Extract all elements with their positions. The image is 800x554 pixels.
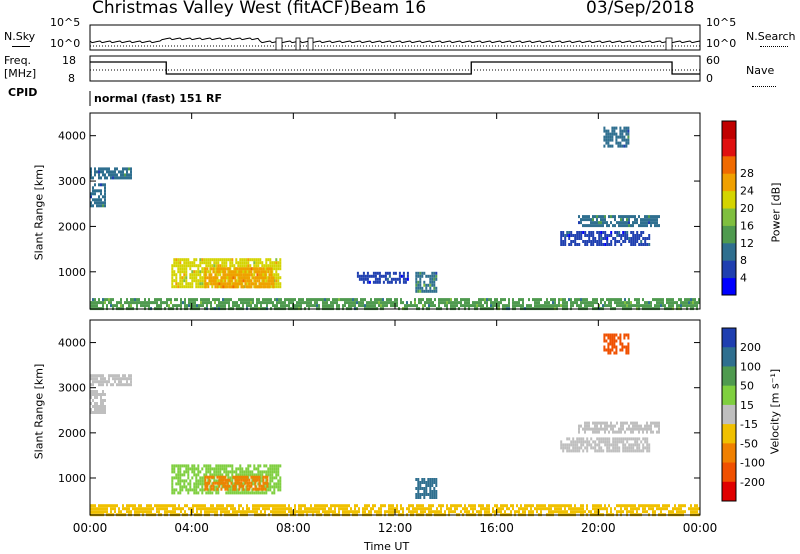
- velocity-colorbar-tick: -200: [740, 476, 765, 489]
- nsky-label: N.Sky: [4, 30, 36, 43]
- cpid-label: CPID: [8, 86, 38, 99]
- velocity-colorbar-cell: [722, 462, 736, 483]
- velocity-echo-region: [560, 437, 651, 453]
- power-colorbar-tick: 20: [740, 202, 754, 215]
- velocity-echo-region: [578, 421, 660, 434]
- power-ytick-label: 4000: [58, 130, 86, 143]
- power-echo-region: [90, 183, 106, 208]
- velocity-echo-region: [603, 333, 630, 355]
- nsky-tick-bottom: 10^0: [50, 37, 81, 50]
- power-colorbar-cell: [722, 225, 736, 244]
- nsky-gap-3: [665, 37, 673, 51]
- power-colorbar-tick: 8: [740, 254, 747, 267]
- power-colorbar-cell: [722, 138, 736, 157]
- time-axis-label: Time UT: [364, 540, 410, 553]
- power-colorbar-tick: 16: [740, 219, 754, 232]
- velocity-plot-bg: [90, 320, 700, 515]
- nave-tick-bottom: 0: [706, 72, 713, 85]
- velocity-colorbar-cell: [722, 366, 736, 387]
- velocity-colorbar-cell: [722, 443, 736, 464]
- power-ytick-label: 2000: [58, 220, 86, 233]
- cpid-mode: normal (fast) 151 RF: [94, 92, 222, 105]
- nsearch-tick-top: 10^5: [706, 16, 737, 29]
- velocity-colorbar-frame: [721, 327, 737, 502]
- nsky-gap-2: [307, 37, 314, 51]
- velocity-colorbar-cell: [722, 404, 736, 425]
- velocity-echo-region: [90, 374, 132, 387]
- velocity-echo-region: [90, 390, 106, 414]
- power-colorbar-tick: 28: [740, 167, 754, 180]
- power-colorbar-tick: 4: [740, 272, 747, 285]
- power-colorbar-tick: 24: [740, 185, 754, 198]
- time-tick-label: 16:00: [479, 521, 514, 535]
- velocity-colorbar-cell: [722, 347, 736, 367]
- nsearch-dotted-legend: [760, 46, 788, 47]
- velocity-colorbar-cell: [722, 328, 736, 348]
- velocity-echo-region: [415, 478, 438, 499]
- nsearch-tick-bottom: 10^0: [706, 37, 737, 50]
- time-tick-label: 04:00: [174, 521, 209, 535]
- nave-label: Nave: [746, 64, 775, 77]
- power-echo-region: [171, 258, 282, 289]
- time-tick-label: 00:00: [73, 521, 108, 535]
- power-colorbar-cell: [722, 155, 736, 174]
- power-colorbar-cell: [722, 242, 736, 261]
- power-colorbar-tick: 12: [740, 237, 754, 250]
- freq-unit: [MHz]: [4, 67, 37, 80]
- velocity-colorbar-tick: -15: [740, 418, 758, 431]
- nsky-solid-legend: [12, 46, 30, 47]
- freq-tick-bottom: 8: [68, 72, 75, 85]
- velocity-colorbar-tick: 15: [740, 399, 754, 412]
- time-tick-label: 00:00: [683, 521, 718, 535]
- nave-tick-top: 60: [706, 54, 720, 67]
- freq-tick-top: 18: [62, 54, 76, 67]
- power-ytick-label: 1000: [58, 266, 86, 279]
- nsky-tick-top: 10^5: [50, 16, 81, 29]
- nave-dotted-legend: [752, 86, 776, 87]
- power-colorbar-cell: [722, 208, 736, 226]
- power-echo-region: [603, 126, 630, 148]
- velocity-colorbar-cell: [722, 481, 736, 502]
- freq-label: Freq.: [4, 54, 32, 67]
- power-echo-region: [204, 267, 275, 289]
- power-ytick-label: 3000: [58, 175, 86, 188]
- velocity-ytick-label: 4000: [58, 337, 86, 350]
- nsearch-label: N.Search: [746, 30, 796, 43]
- velocity-ytick-label: 2000: [58, 427, 86, 440]
- freq-panel-frame: [89, 55, 701, 82]
- power-colorbar-cell: [722, 121, 736, 139]
- velocity-colorbar-tick: 200: [740, 341, 761, 354]
- velocity-colorbar-cell: [722, 424, 736, 444]
- power-echo-region: [578, 215, 660, 228]
- power-echo-region: [356, 271, 409, 284]
- power-colorbar-frame: [721, 120, 737, 296]
- nsky-gap-0: [275, 37, 283, 51]
- power-echo-region: [560, 231, 651, 246]
- time-tick-label: 20:00: [581, 521, 616, 535]
- station-title: Christmas Valley West (fitACF): [92, 0, 351, 18]
- power-colorbar-cell: [722, 277, 736, 296]
- time-tick-label: 12:00: [378, 521, 413, 535]
- velocity-colorbar-tick: 50: [740, 380, 754, 393]
- time-tick-label: 08:00: [276, 521, 311, 535]
- power-echo-region: [90, 167, 132, 180]
- velocity-ytick-label: 1000: [58, 472, 86, 485]
- velocity-echo-region: [204, 475, 269, 491]
- date-label: 03/Sep/2018: [586, 0, 695, 18]
- power-echo-region: [415, 271, 438, 293]
- power-colorbar-cell: [722, 173, 736, 192]
- power-colorbar-cell: [722, 190, 736, 209]
- beam-label: Beam 16: [350, 0, 427, 18]
- velocity-colorbar-tick: -100: [740, 457, 765, 470]
- freq-trace: [90, 61, 700, 75]
- velocity-colorbar-tick: 100: [740, 360, 761, 373]
- velocity-ytick-label: 3000: [58, 382, 86, 395]
- velocity-colorbar-tick: -50: [740, 437, 758, 450]
- power-colorbar-cell: [722, 260, 736, 279]
- nsky-panel-frame: [89, 24, 701, 51]
- velocity-colorbar-cell: [722, 385, 736, 406]
- nsky-gap-1: [295, 37, 301, 51]
- nsky-trace: [89, 37, 701, 44]
